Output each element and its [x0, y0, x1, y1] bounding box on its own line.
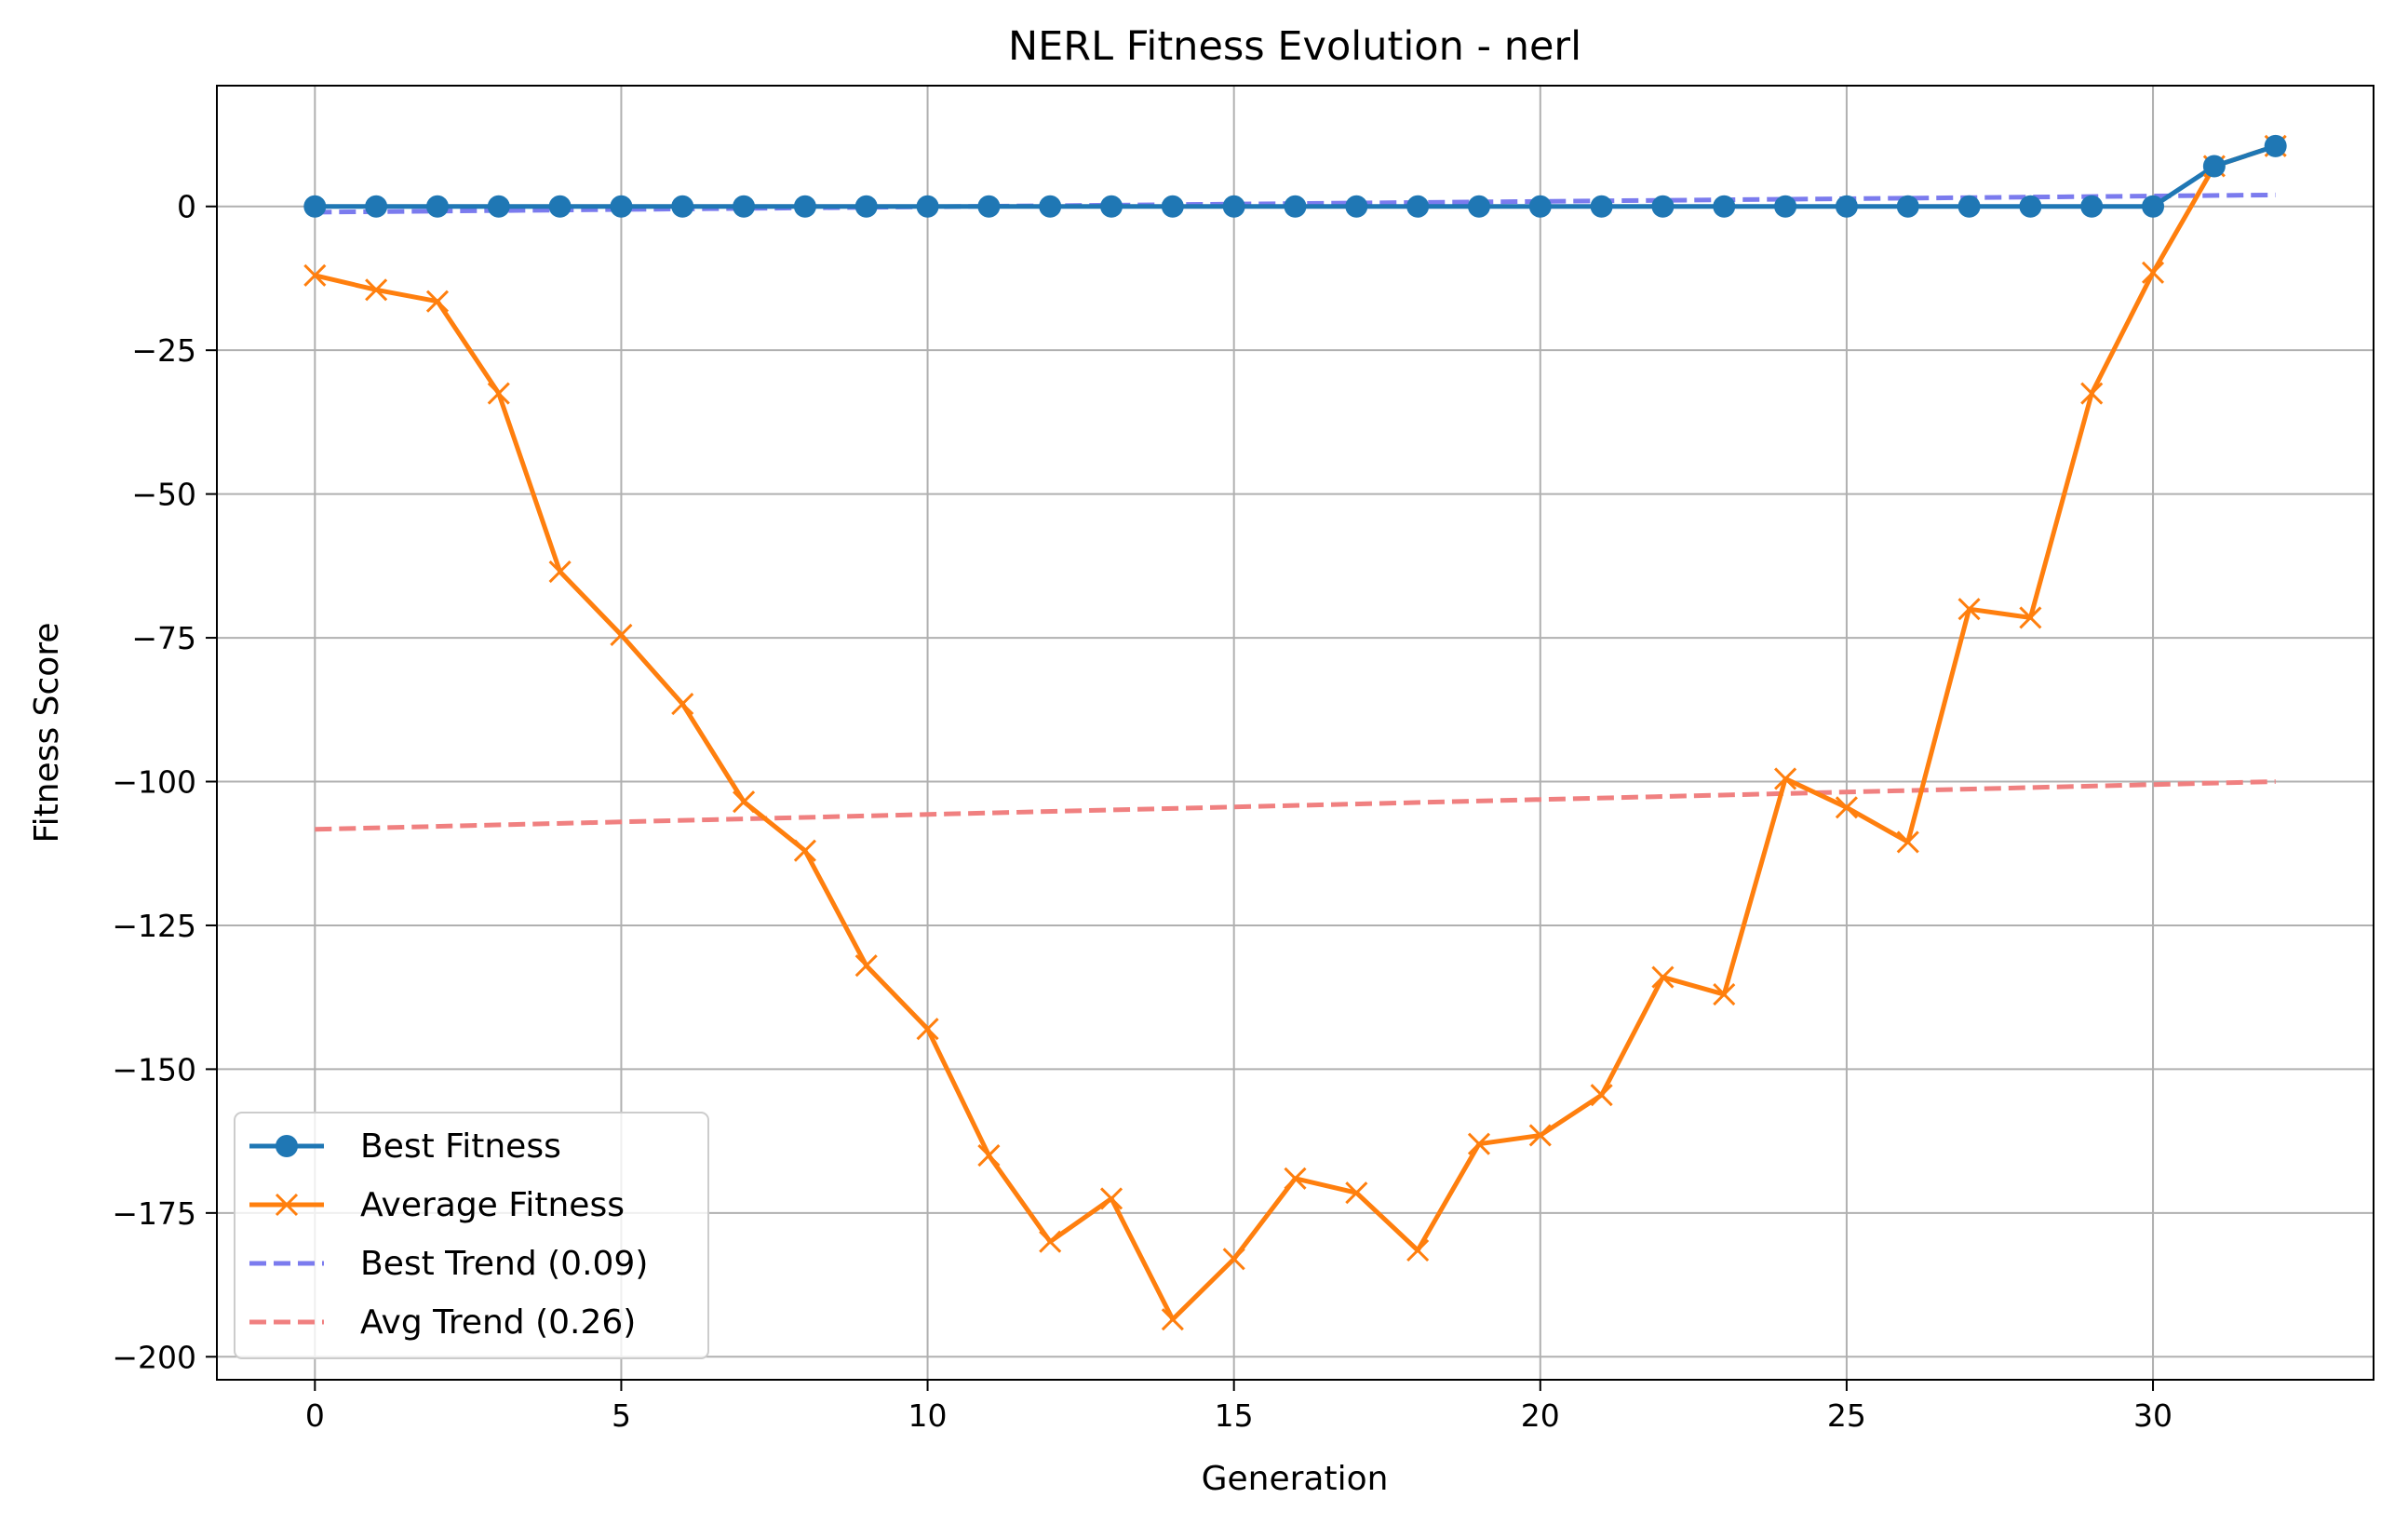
average-fitness-point	[303, 263, 327, 287]
average-fitness-point	[2080, 382, 2104, 405]
series-lines	[303, 134, 2287, 1331]
average-fitness-point	[2019, 606, 2042, 629]
y-tick-label: −175	[112, 1195, 196, 1232]
best-fitness-point	[1835, 195, 1858, 218]
best-fitness-point	[1345, 195, 1368, 218]
average-fitness-point	[733, 790, 756, 814]
best-fitness-point	[1590, 195, 1613, 218]
average-fitness-point	[365, 278, 388, 302]
average-fitness-point	[1039, 1230, 1062, 1253]
legend-label-average-fitness: Average Fitness	[360, 1186, 625, 1224]
best-fitness-point	[977, 195, 1001, 218]
best-fitness-point	[1161, 195, 1184, 218]
average-fitness-point	[793, 839, 816, 862]
y-tick-label: 0	[177, 189, 196, 225]
legend-label-avg-trend: Avg Trend (0.26)	[360, 1303, 636, 1342]
x-tick-label: 5	[612, 1397, 631, 1434]
average-fitness-point	[1651, 965, 1675, 989]
average-fitness-point	[977, 1144, 1001, 1167]
average-fitness-point	[610, 623, 633, 647]
best-fitness-point	[2202, 155, 2226, 178]
average-fitness-point	[1528, 1124, 1552, 1147]
y-tick-label: −25	[131, 332, 196, 369]
average-fitness-point	[854, 954, 878, 978]
best-fitness-point	[1100, 195, 1123, 218]
best-fitness-point	[733, 195, 756, 218]
axis-ticks: 0 5 10 15 20 25 30 0 −25 −50 −75 −100 −125 −150 −175 −2…	[112, 189, 2173, 1434]
x-tick-label: 0	[305, 1397, 325, 1434]
average-fitness-point	[1467, 1132, 1491, 1155]
y-tick-label: −50	[131, 477, 196, 513]
y-axis-label: Fitness Score	[28, 623, 66, 843]
y-tick-label: −125	[112, 908, 196, 944]
y-tick-label: −75	[131, 620, 196, 656]
x-axis-label: Generation	[1202, 1460, 1389, 1498]
average-fitness-point	[916, 1018, 939, 1041]
best-fitness-point	[793, 195, 816, 218]
average-fitness-point	[1345, 1181, 1368, 1205]
average-fitness-point	[1161, 1308, 1184, 1331]
best-fitness-point	[1467, 195, 1490, 218]
average-fitness-point	[1222, 1248, 1245, 1271]
best-fitness-point	[671, 195, 694, 218]
best-fitness-point	[2142, 195, 2165, 218]
average-fitness-point	[1590, 1084, 1613, 1107]
average-fitness-point	[1896, 830, 1919, 854]
average-fitness-point	[1099, 1187, 1123, 1210]
legend-label-best-trend: Best Trend (0.09)	[360, 1245, 648, 1283]
y-tick-label: −200	[112, 1339, 196, 1375]
legend-label-best-fitness: Best Fitness	[360, 1127, 561, 1166]
y-tick-label: −150	[112, 1051, 196, 1087]
x-tick-label: 30	[2133, 1397, 2173, 1434]
x-tick-label: 20	[1521, 1397, 1560, 1434]
average-fitness-point	[1713, 983, 1736, 1006]
best-fitness-point	[1651, 195, 1675, 218]
best-fitness-point	[2019, 195, 2042, 218]
best-fitness-point	[1528, 195, 1552, 218]
best-fitness-point	[1284, 195, 1307, 218]
best-fitness-point	[1222, 195, 1245, 218]
best-fitness-point	[1957, 195, 1981, 218]
legend-marker-average-fitness	[275, 1193, 299, 1217]
legend-box	[234, 1112, 709, 1359]
best-fitness-point	[1774, 195, 1797, 218]
avg-trend-line	[315, 779, 2276, 832]
best-fitness-point	[854, 195, 878, 218]
plot-frame	[216, 85, 2374, 1381]
best-fitness-point	[365, 195, 388, 218]
best-fitness-point	[2080, 195, 2104, 218]
best-fitness-point	[548, 195, 572, 218]
average-fitness-point	[1406, 1238, 1430, 1262]
best-fitness-point	[487, 195, 510, 218]
average-fitness-point	[1835, 796, 1858, 819]
best-fitness-point	[1039, 195, 1062, 218]
average-fitness-point	[548, 560, 572, 584]
chart-title: NERL Fitness Evolution - nerl	[1008, 23, 1581, 70]
legend-marker-best-fitness	[276, 1135, 298, 1157]
legend: Best Fitness Average Fitness Best Trend …	[234, 1112, 709, 1359]
average-fitness-point	[2141, 261, 2165, 284]
average-fitness-point	[487, 382, 510, 405]
best-fitness-point	[1896, 195, 1919, 218]
average-fitness-point	[425, 290, 450, 313]
best-fitness-point	[303, 195, 327, 218]
x-tick-label: 15	[1215, 1397, 1254, 1434]
average-fitness-point	[1284, 1167, 1307, 1190]
best-fitness-point	[610, 195, 633, 218]
best-fitness-point	[916, 195, 939, 218]
average-fitness-point	[671, 693, 694, 716]
average-fitness-point	[1957, 598, 1981, 621]
best-fitness-point	[1406, 195, 1430, 218]
x-tick-label: 10	[908, 1397, 948, 1434]
best-fitness-point	[1713, 195, 1736, 218]
best-fitness-point	[425, 195, 449, 218]
best-fitness-point	[2264, 134, 2287, 157]
average-fitness-point	[1774, 767, 1797, 790]
y-tick-label: −100	[112, 764, 196, 801]
x-tick-label: 25	[1827, 1397, 1866, 1434]
